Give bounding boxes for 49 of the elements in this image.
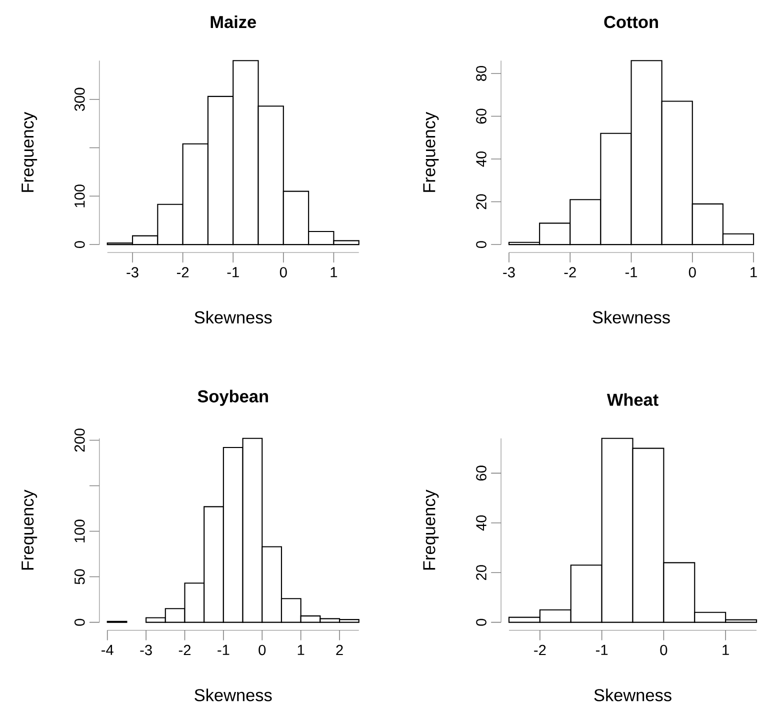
x-tick-label: 0 [280,267,287,278]
y-tick-label: 200 [74,428,85,452]
x-tick-label: 1 [722,645,729,656]
y-tick-label: 20 [476,194,486,210]
y-tick-label: 40 [476,515,486,531]
x-axis-title: Skewness [194,688,272,702]
chart-title: Cotton [604,16,658,28]
x-axis-title: Skewness [194,310,272,324]
x-tick-label: -1 [596,645,608,656]
x-tick-label: 1 [298,645,304,656]
x-tick-label: -4 [102,645,114,656]
y-tick-label: 20 [476,565,486,580]
y-tick-label: 300 [74,88,85,112]
x-tick-label: -2 [534,645,546,656]
chart-title: Wheat [606,393,658,406]
x-tick-label: -2 [564,267,576,278]
x-tick-label: -2 [178,645,191,656]
y-tick-label: 0 [476,241,486,248]
y-tick-label: 60 [476,466,486,481]
y-axis-title: Frequency [22,490,38,570]
y-axis-title: Frequency [22,112,38,192]
y-tick-label: 0 [476,618,486,626]
chart-title: Soybean [198,390,268,406]
y-axis-title: Frequency [423,112,439,192]
x-tick-label: -1 [218,645,230,656]
x-tick-label: -3 [503,267,515,278]
y-tick-label: 50 [74,569,85,584]
y-axis-title: Frequency [423,490,439,570]
y-tick-label: 40 [476,152,486,167]
x-tick-label: -3 [126,267,138,278]
x-tick-label: 1 [330,267,338,278]
x-tick-label: 2 [336,645,343,656]
x-tick-label: 1 [750,267,757,278]
y-tick-label: 0 [74,241,85,248]
x-tick-label: 0 [688,267,696,278]
chart-title: Maize [210,16,256,28]
y-tick-label: 100 [74,520,85,542]
x-tick-label: -2 [176,267,189,278]
x-tick-label: 0 [258,645,266,656]
x-tick-label: -1 [625,267,638,278]
x-tick-label: 0 [660,645,668,656]
y-tick-label: 100 [74,184,85,208]
x-tick-label: -3 [140,645,152,656]
x-axis-title: Skewness [592,310,670,324]
x-tick-label: -1 [227,267,239,278]
y-tick-label: 80 [476,66,486,82]
x-axis-title: Skewness [594,688,672,702]
y-tick-label: 0 [74,618,85,626]
y-tick-label: 60 [476,108,486,124]
